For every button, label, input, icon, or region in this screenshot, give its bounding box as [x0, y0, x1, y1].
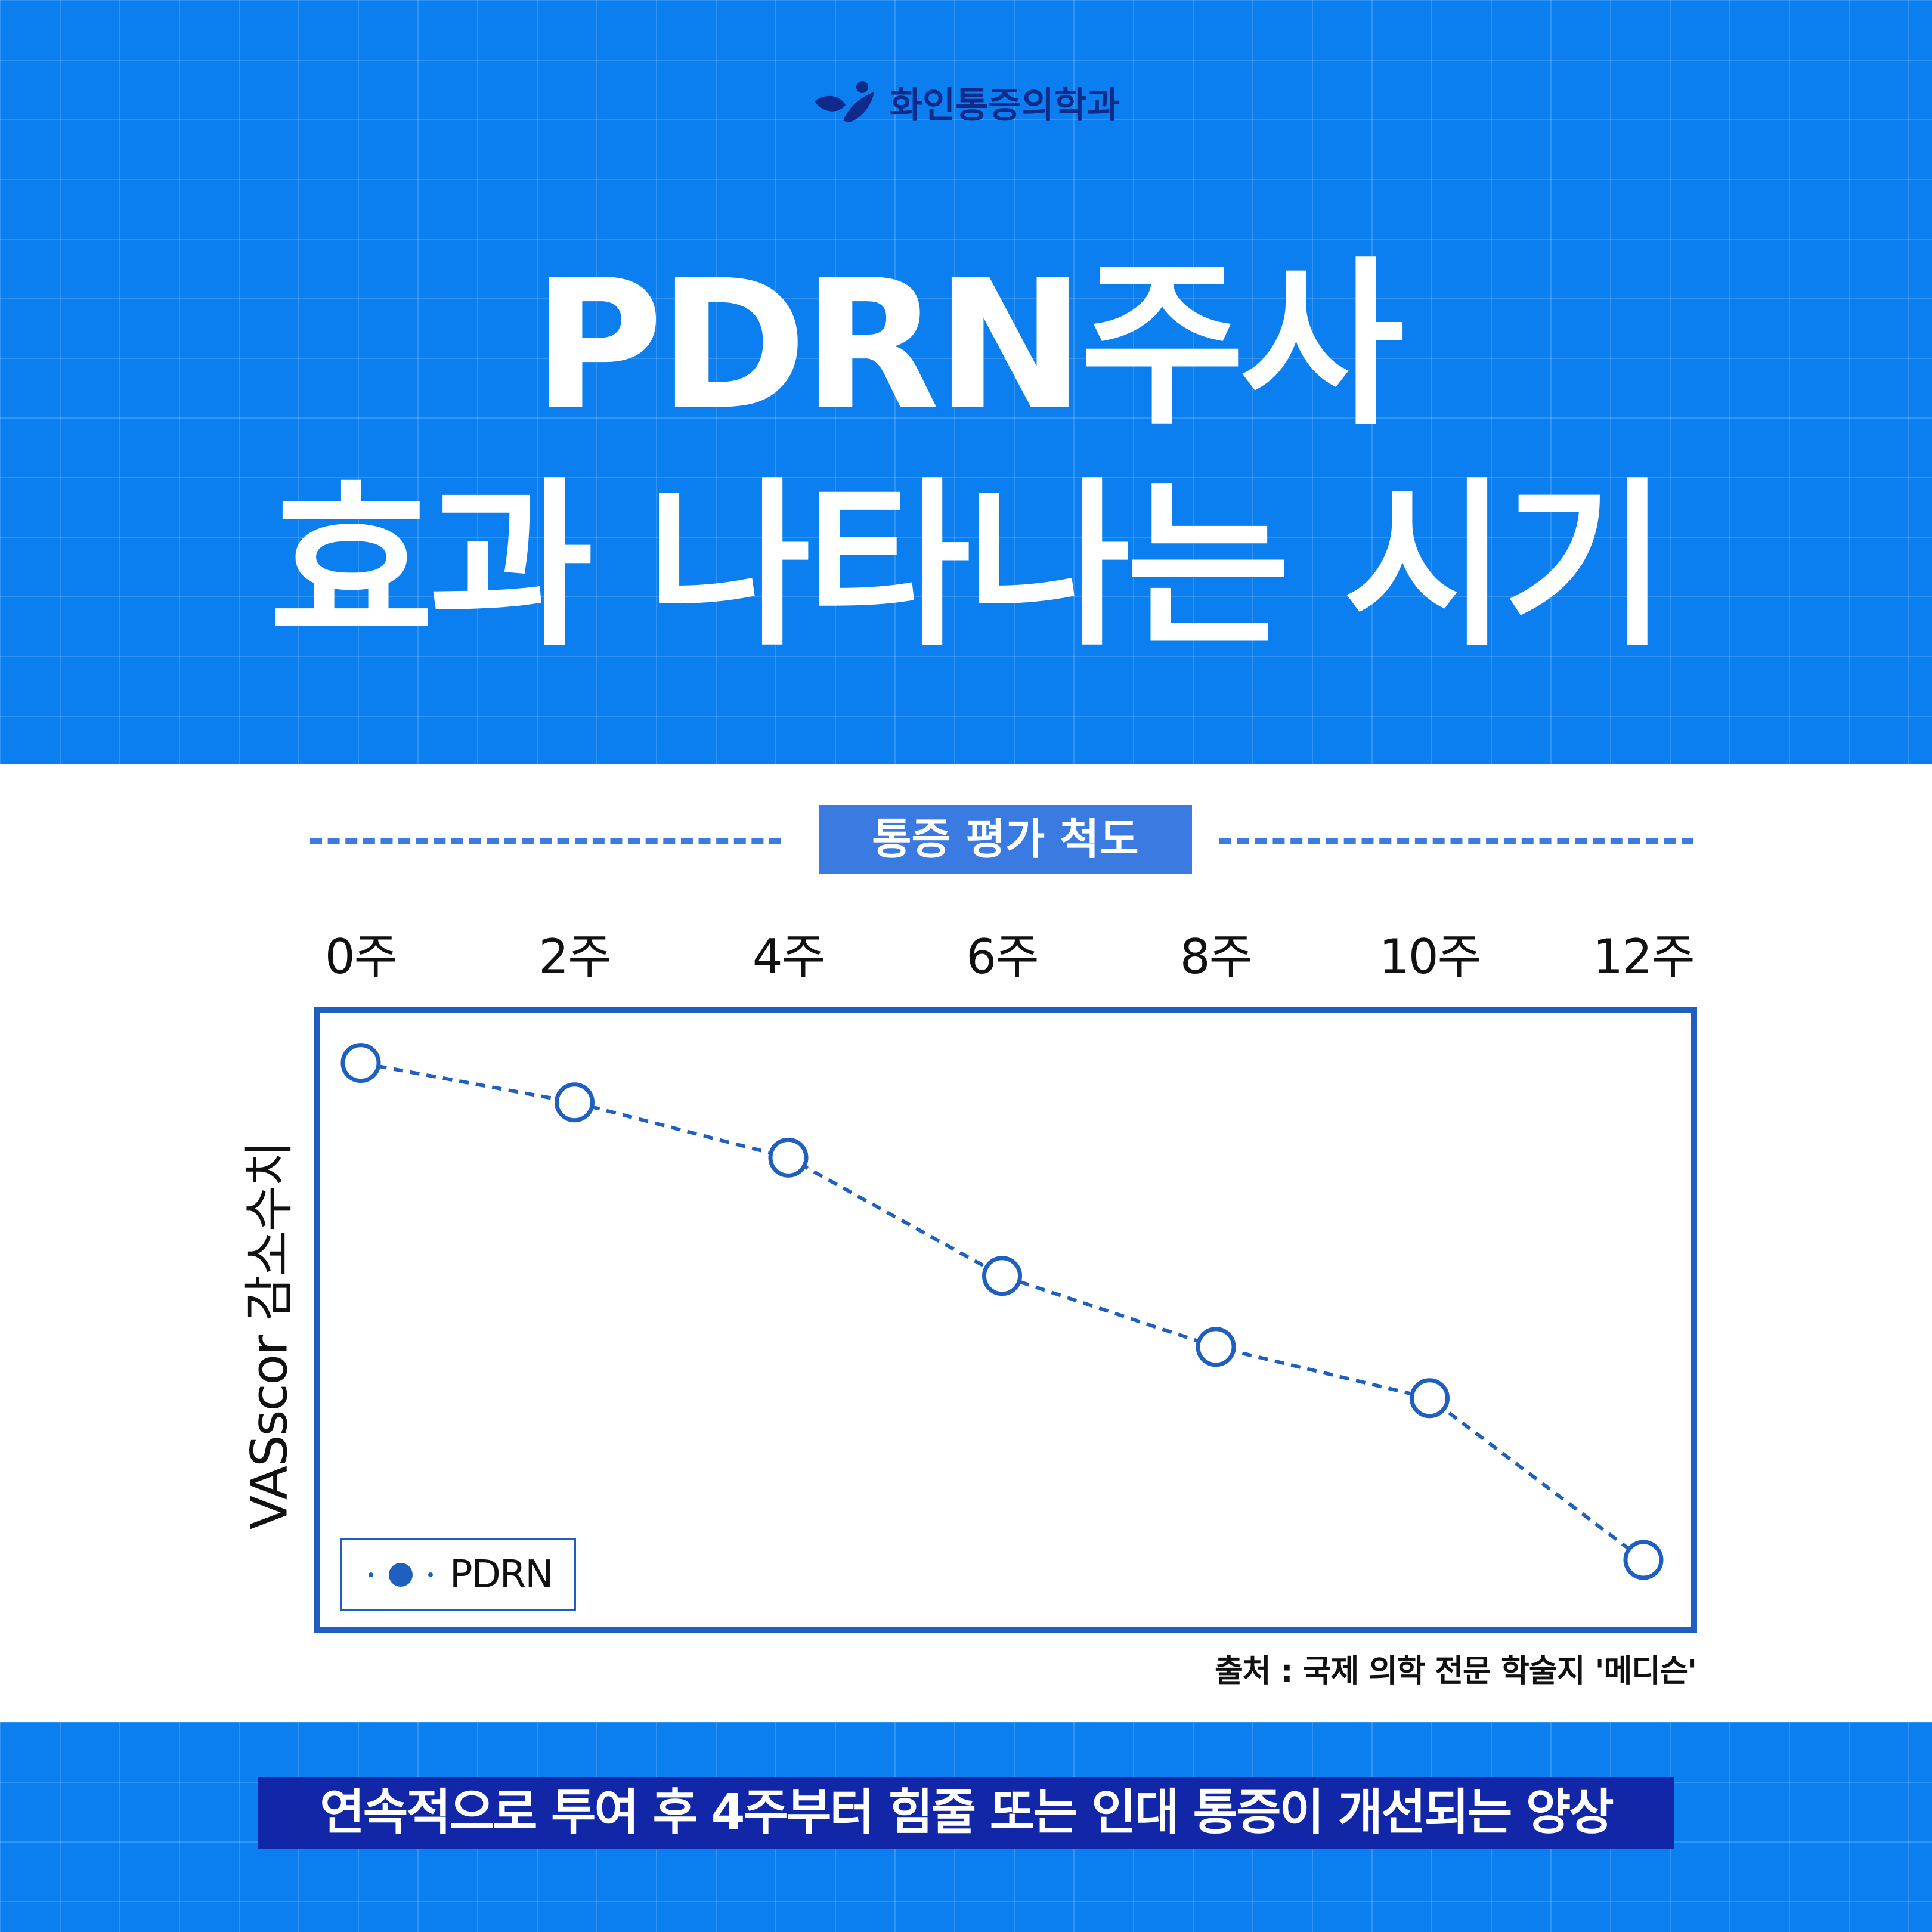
x-tick-label: 2주 [538, 929, 611, 984]
x-tick-label: 6주 [966, 929, 1039, 984]
section-header: 통증 평가 척도 [0, 805, 1932, 877]
section-label: 통증 평가 척도 [819, 805, 1192, 874]
page-title-line1: PDRN주사 [532, 242, 1405, 450]
legend-label: PDRN [450, 1553, 553, 1597]
legend-marker [366, 1563, 438, 1587]
brand-logo: 화인통증의학과 [0, 76, 1932, 128]
summary-banner: 연속적으로 투여 후 4주부터 힘줄 또는 인대 통증이 개선되는 양상 [258, 1777, 1674, 1849]
x-tick-label: 0주 [324, 929, 398, 984]
brand-name: 화인통증의학과 [889, 85, 1120, 126]
leaf-person-icon [814, 80, 874, 122]
y-axis-label: VASscor 감소수치 [240, 1141, 299, 1530]
x-tick-label: 8주 [1179, 929, 1253, 984]
x-tick-label: 4주 [752, 929, 825, 984]
page-title-line2: 효과 나타나는 시기 [269, 462, 1668, 670]
divider-right [1219, 838, 1693, 844]
x-tick-label: 12주 [1593, 929, 1695, 984]
divider-left [310, 838, 781, 844]
x-tick-label: 10주 [1379, 929, 1481, 984]
chart-legend: PDRN [340, 1538, 576, 1611]
header-band [0, 0, 1932, 764]
source-citation: 출처 : 국제 의학 전문 학술지 '메디슨' [1214, 1654, 1697, 1689]
